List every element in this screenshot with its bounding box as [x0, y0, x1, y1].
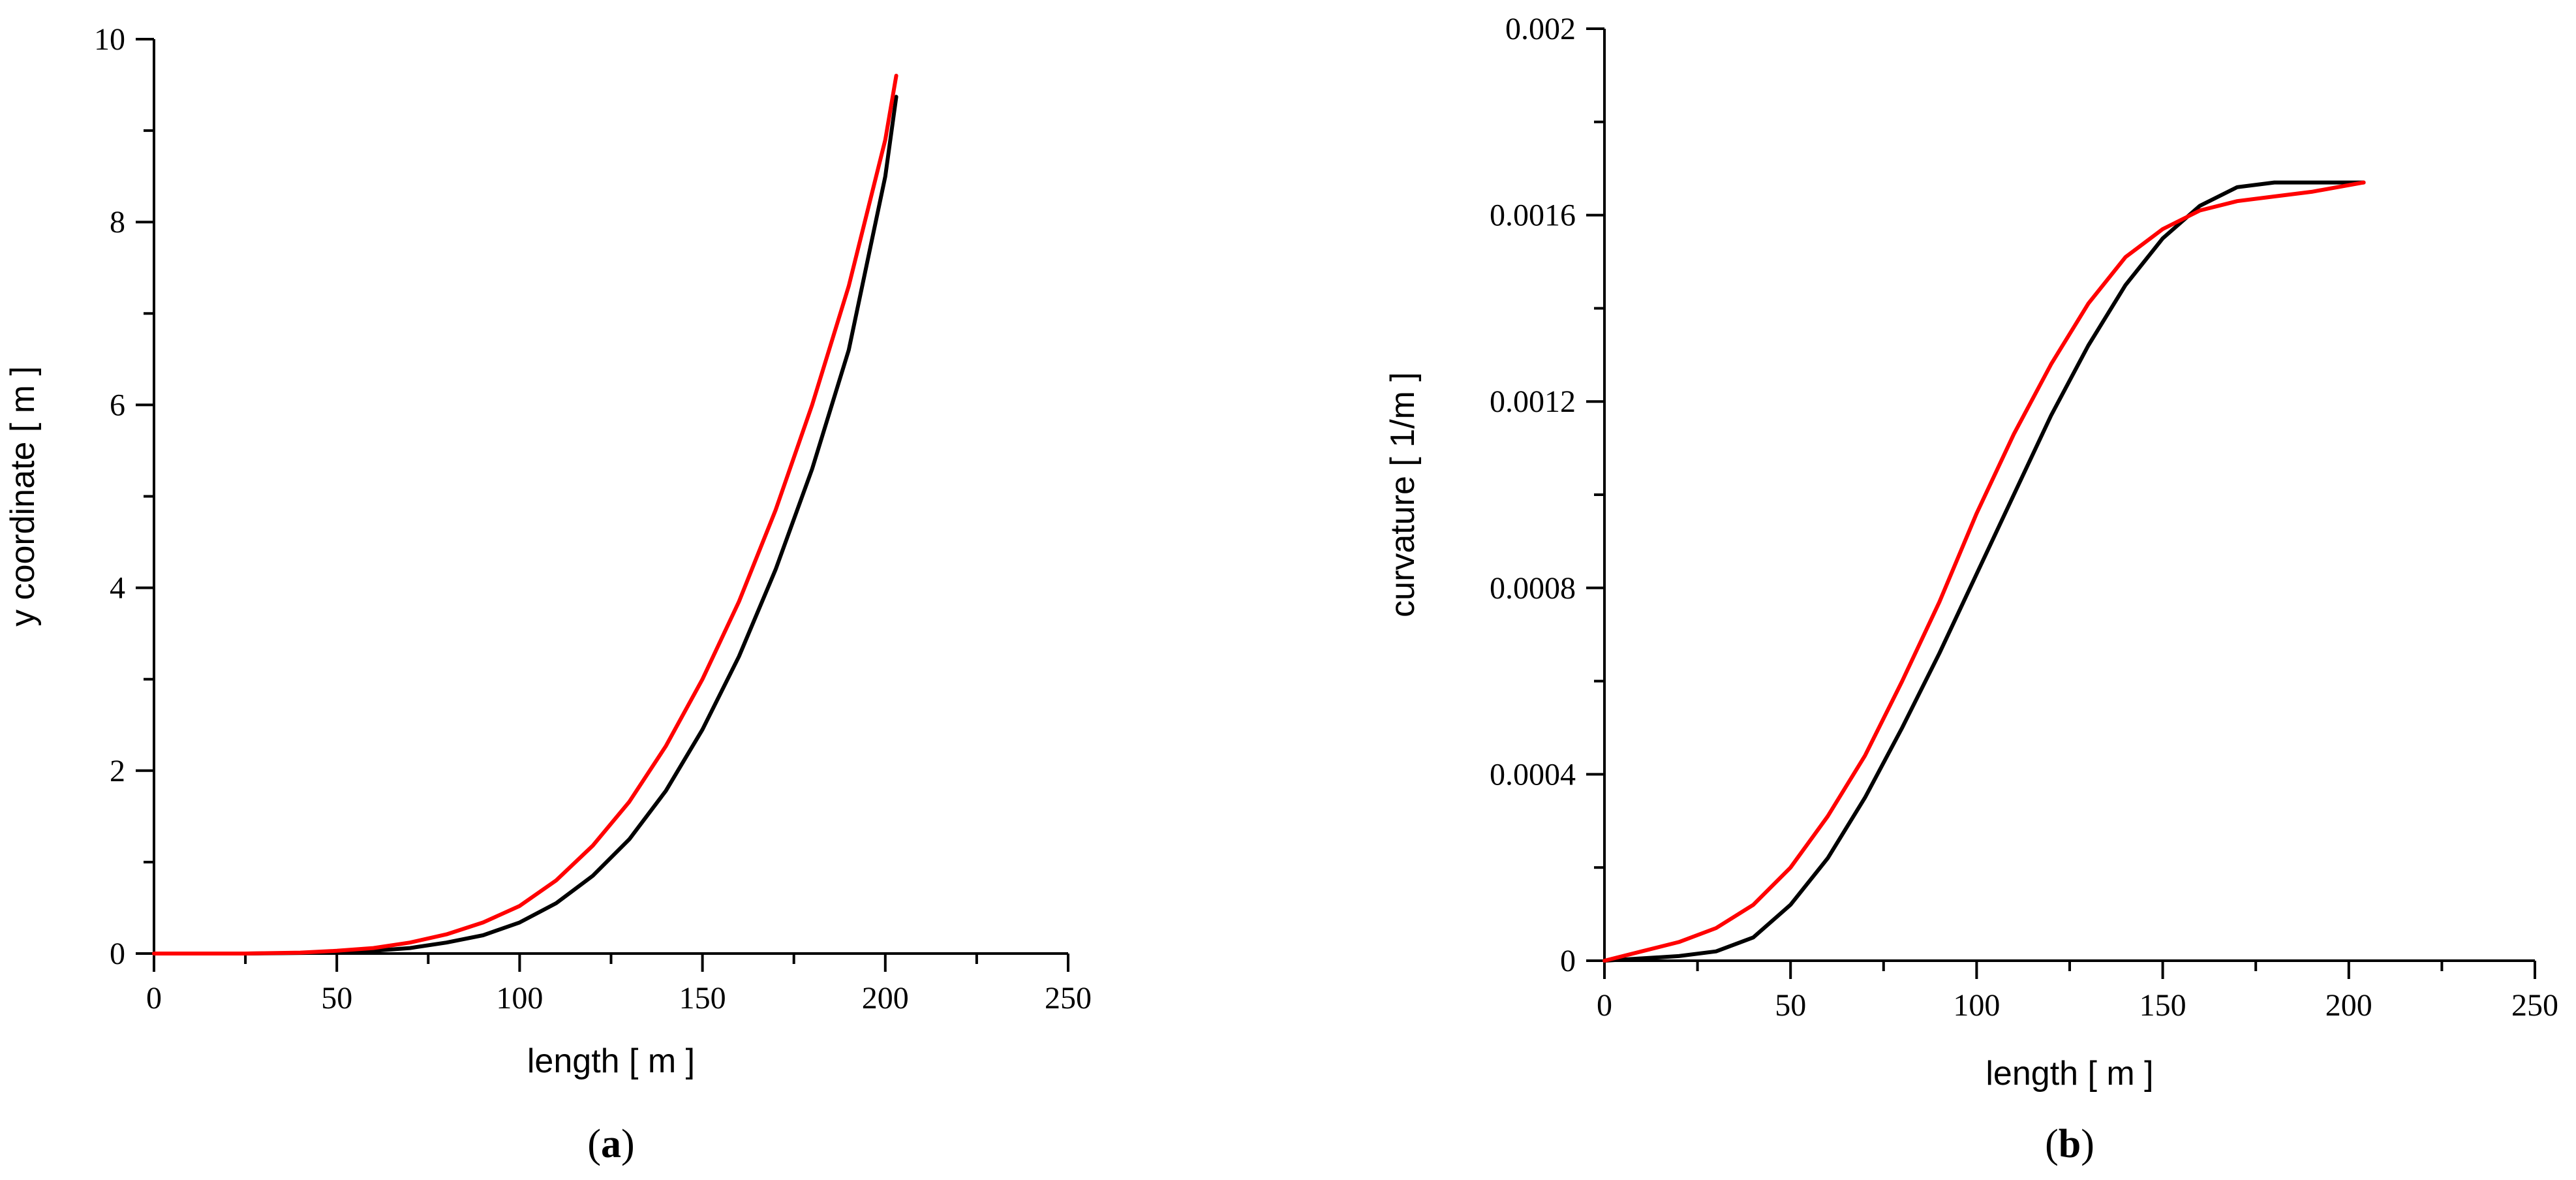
y-tick-label-a: 6 — [110, 388, 125, 422]
y-axis-title-b: curvature [ 1/m ] — [1384, 372, 1422, 617]
x-tick-label-a: 50 — [321, 981, 352, 1016]
x-tick-label-b: 50 — [1775, 988, 1806, 1023]
x-tick-label-b: 0 — [1597, 988, 1612, 1023]
x-axis-title-a: length [ m ] — [527, 1042, 695, 1080]
x-tick-label-a: 150 — [679, 981, 726, 1016]
y-tick-label-a: 8 — [110, 205, 125, 240]
y-tick-label-b: 0.0008 — [1490, 571, 1576, 606]
x-tick-label-b: 150 — [2139, 988, 2186, 1023]
x-tick-label-b: 250 — [2511, 988, 2558, 1023]
series-line-a-1 — [152, 95, 898, 955]
panel-caption-a: (a) — [587, 1122, 634, 1166]
chart-panel-a: 0 50 100 150 200 250 0 2 4 6 8 10 length [ m ] y coor… — [4, 22, 1092, 1166]
panel-caption-b: (b) — [2045, 1122, 2094, 1166]
series-line-b-2 — [1602, 180, 2366, 963]
x-tick-label-a: 0 — [146, 981, 162, 1016]
x-tick-label-a: 200 — [862, 981, 909, 1016]
x-tick-label-b: 100 — [1953, 988, 2000, 1023]
y-tick-label-b: 0.0016 — [1490, 198, 1576, 233]
x-axis-title-b: length [ m ] — [1986, 1055, 2153, 1093]
y-tick-label-a: 10 — [94, 22, 125, 57]
y-tick-label-b: 0 — [1560, 944, 1576, 978]
y-tick-label-b: 0.002 — [1505, 12, 1576, 46]
series-line-b-1 — [1602, 180, 2366, 963]
x-tick-label-a: 100 — [496, 981, 543, 1016]
y-tick-label-b: 0.0004 — [1490, 757, 1576, 792]
y-tick-label-a: 0 — [110, 937, 125, 971]
y-axis-title-a: y coordinate [ m ] — [4, 366, 42, 627]
series-line-a-2 — [152, 74, 898, 955]
chart-panel-b: 0 50 100 150 200 250 0 0.0004 0.0008 0.0012 0.0016… — [1384, 12, 2558, 1166]
y-tick-label-b: 0.0012 — [1490, 384, 1576, 419]
x-tick-label-a: 250 — [1045, 981, 1092, 1016]
y-tick-label-a: 4 — [110, 571, 125, 606]
x-tick-label-b: 200 — [2325, 988, 2372, 1023]
y-tick-label-a: 2 — [110, 754, 125, 788]
